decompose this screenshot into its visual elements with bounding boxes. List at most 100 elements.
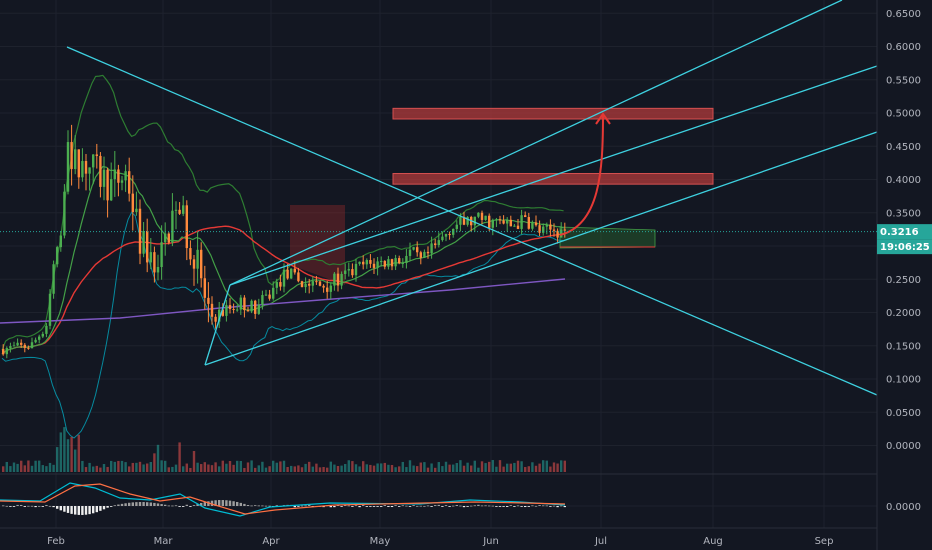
candle-body xyxy=(142,230,145,254)
volume-bar xyxy=(477,467,480,472)
volume-bar xyxy=(333,464,336,472)
macd-histogram-bar xyxy=(401,505,404,507)
macd-histogram-bar xyxy=(333,506,336,508)
price-axis[interactable]: 0.6500 0.6000 0.5500 0.5000 0.4500 0.4000 0.35… xyxy=(886,9,921,452)
volume-bar xyxy=(534,465,538,472)
time-axis[interactable]: Feb Mar Apr May Jun Jul Aug Sep xyxy=(47,536,833,547)
volume-bar xyxy=(232,464,235,472)
macd-histogram-bar xyxy=(92,506,95,514)
volume-bar xyxy=(390,464,394,472)
volume-bar xyxy=(203,462,206,472)
candle-body xyxy=(228,305,232,310)
volume-bar xyxy=(102,464,106,472)
volume-bar xyxy=(362,461,365,472)
volume-bar xyxy=(326,467,329,472)
volume-bar xyxy=(84,467,88,472)
candle-body xyxy=(423,251,426,258)
macd-histogram-bar xyxy=(498,506,502,507)
candle-body xyxy=(236,309,239,311)
volume-bar xyxy=(131,462,134,472)
candle-body xyxy=(110,179,113,201)
macd-histogram-bar xyxy=(113,505,116,507)
candle-body xyxy=(30,342,34,349)
y-tick-label: 0.1500 xyxy=(886,341,921,352)
macd-histogram-bar xyxy=(300,505,304,507)
candle-body xyxy=(516,225,520,229)
candle-body xyxy=(408,249,412,256)
macd-histogram-bar xyxy=(362,505,365,506)
candlesticks[interactable] xyxy=(2,124,566,359)
volume-bar xyxy=(434,467,437,472)
macd-histogram-bar xyxy=(376,506,379,507)
macd-histogram-bar xyxy=(214,500,217,506)
volume-bar xyxy=(66,439,70,472)
macd-histogram-bar xyxy=(344,505,347,506)
macd-histogram-bar xyxy=(207,501,210,506)
volume-bar xyxy=(275,462,278,472)
candle-body xyxy=(27,347,30,349)
macd-histogram-bar xyxy=(30,505,34,507)
volume-bar xyxy=(164,460,167,472)
x-tick-label: Apr xyxy=(262,536,280,547)
macd-histogram-bar xyxy=(390,506,394,508)
candle-body xyxy=(275,282,278,288)
volume-bar xyxy=(516,460,520,472)
macd-histogram-bar xyxy=(405,505,408,507)
macd-histogram-bar xyxy=(160,504,163,506)
macd-histogram-bar xyxy=(563,506,566,508)
macd-histogram-bar xyxy=(380,506,383,507)
candle-body xyxy=(372,263,376,268)
x-tick-label: Mar xyxy=(154,536,174,547)
macd-histogram-bar xyxy=(351,506,354,507)
macd-histogram-bar xyxy=(200,503,203,506)
macd-histogram-bar xyxy=(225,500,228,506)
y-tick-label: 0.2500 xyxy=(886,275,921,286)
macd-histogram-bar xyxy=(473,505,476,507)
macd-histogram-bar xyxy=(221,500,224,506)
macd-histogram-bar xyxy=(228,500,232,506)
volume-bar xyxy=(430,463,433,472)
candle-body xyxy=(48,293,52,326)
y-tick-label: 0.6000 xyxy=(886,42,921,53)
y-tick-label: 0.4500 xyxy=(886,142,921,153)
macd-histogram-bar xyxy=(552,505,556,507)
volume-bar xyxy=(160,460,163,472)
volume-bar xyxy=(437,462,440,472)
resistance-zone xyxy=(392,107,714,120)
candle-body xyxy=(185,205,188,249)
candle-body xyxy=(315,281,318,283)
volume-bar xyxy=(444,461,448,472)
macd-line xyxy=(0,482,566,517)
candle-body xyxy=(117,169,120,183)
candle-body xyxy=(99,155,102,187)
resistance-zones[interactable] xyxy=(392,107,714,185)
volume-bar xyxy=(459,460,462,472)
candle-body xyxy=(149,252,152,263)
candle-body xyxy=(351,269,354,276)
volume-bar xyxy=(146,463,149,472)
candle-body xyxy=(437,240,440,246)
candle-body xyxy=(9,346,12,349)
macd-histogram-bar xyxy=(66,506,70,513)
macd-histogram-bar xyxy=(9,506,12,507)
candle-body xyxy=(92,154,95,168)
candle-body xyxy=(527,217,530,229)
macd-histogram-bar xyxy=(81,506,84,515)
candle-body xyxy=(387,259,390,267)
candle-body xyxy=(239,297,242,310)
candle-body xyxy=(160,242,163,268)
volume-bar xyxy=(16,463,19,472)
macd-histogram-bar xyxy=(84,506,88,515)
macd-histogram-bar xyxy=(174,505,178,507)
candle-body xyxy=(545,224,548,227)
candle-body xyxy=(534,222,538,226)
macd-histogram-bar xyxy=(502,506,505,507)
macd-histogram-bar xyxy=(275,505,278,507)
trendlines[interactable] xyxy=(66,0,878,396)
volume-bar xyxy=(524,467,527,472)
signal-line xyxy=(0,483,566,515)
volume-bar xyxy=(491,460,494,472)
macd-histogram-bar xyxy=(192,505,196,506)
volume-bar xyxy=(153,453,156,472)
